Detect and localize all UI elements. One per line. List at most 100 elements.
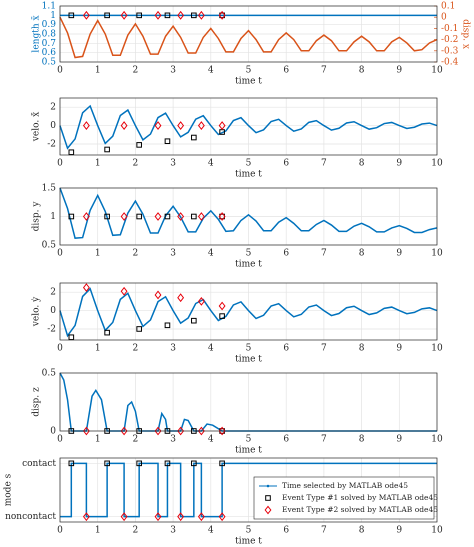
x-tick-label: 4 [208, 159, 214, 169]
x-tick-label: 7 [321, 526, 327, 536]
y-tick-label: 0.7 [42, 39, 57, 49]
data-line [59, 104, 438, 150]
x-tick-label: 4 [208, 66, 214, 76]
event-marker-diamond [154, 10, 162, 20]
y-tick-label: 0.5 [42, 58, 57, 68]
x-tick-label: 8 [359, 66, 365, 76]
x-tick-label: 2 [133, 66, 139, 76]
event-marker-square [164, 460, 171, 467]
x-tick-label: 1 [95, 526, 101, 536]
x-tick-label: 6 [283, 526, 289, 536]
event-marker-diamond [154, 512, 162, 522]
event-marker-square [265, 495, 271, 501]
x-tick-label: 8 [359, 435, 365, 445]
x-tick-label: 1 [95, 344, 101, 354]
x-tick-label: 9 [396, 66, 402, 76]
event-marker-square [136, 460, 142, 467]
event-marker-square [219, 460, 225, 467]
x-tick-label: 5 [246, 159, 252, 169]
x-tick-label: 3 [170, 249, 176, 259]
event-marker-square [68, 460, 75, 467]
event-marker-diamond [154, 426, 162, 436]
event-marker-square [68, 149, 75, 156]
x-tick-label: 7 [321, 66, 327, 76]
event-marker-square [104, 460, 110, 467]
event-marker-square [164, 12, 171, 19]
event-marker-diamond [82, 283, 90, 293]
data-line [59, 287, 438, 338]
x-tick-label: 10 [431, 66, 443, 76]
y2-tick-label: 0 [441, 13, 447, 23]
event-marker-diamond [197, 212, 205, 221]
x-tick-label: 5 [246, 249, 252, 259]
event-marker-diamond [218, 426, 226, 436]
event-marker-square [104, 146, 110, 153]
x-tick-label: 8 [359, 159, 365, 169]
x-tick-label: 5 [246, 66, 252, 76]
x-tick-label: 6 [283, 344, 289, 354]
event-marker-diamond [197, 10, 205, 20]
event-marker-square [164, 322, 171, 329]
y-axis-label: velo. ẋ̄ [32, 112, 42, 142]
x-tick-label: 2 [133, 526, 139, 536]
y2-tick-label: -0.3 [441, 46, 459, 56]
x-tick-label: 9 [396, 344, 402, 354]
axes-frame [59, 5, 438, 63]
x-tick-label: 10 [431, 344, 443, 354]
x-tick-label: 9 [396, 159, 402, 169]
y2-tick-label: -0.4 [441, 58, 459, 68]
x-tick-label: 9 [396, 435, 402, 445]
x-tick-label: 0 [57, 526, 63, 536]
event-marker-square [104, 12, 110, 19]
event-marker-diamond [177, 121, 185, 130]
y-tick-label: 0.9 [42, 20, 57, 30]
x-tick-label: 3 [170, 66, 176, 76]
event-marker-diamond [264, 505, 272, 515]
event-marker-square [191, 460, 197, 467]
y-tick-label: 0 [50, 427, 56, 437]
y2-tick-label: 0.1 [441, 2, 455, 12]
x-axis-label: time t [235, 260, 262, 270]
x-axis-label: time t [235, 446, 262, 456]
event-marker-diamond [177, 293, 185, 303]
event-marker-diamond [154, 212, 162, 221]
y-axis-label: velo. ẏ [32, 296, 42, 327]
event-marker-diamond [154, 290, 162, 300]
y2-axis-label: disp. x [461, 19, 471, 49]
x-tick-label: 3 [170, 435, 176, 445]
y-axis-label: disp. z [32, 387, 42, 417]
y-axis-label: disp. y [32, 201, 42, 232]
legend-box [253, 476, 435, 520]
event-marker-diamond [218, 121, 226, 130]
event-marker-diamond [82, 426, 90, 436]
x-tick-label: 4 [208, 249, 214, 259]
y-tick-label: -2 [47, 139, 56, 149]
event-marker-diamond [82, 121, 90, 130]
event-marker-diamond [177, 212, 185, 221]
event-marker-diamond [120, 512, 128, 522]
x-tick-label: 10 [431, 249, 443, 259]
event-marker-diamond [120, 10, 128, 20]
y-tick-label: noncontact [5, 512, 56, 522]
y-tick-label: -2 [47, 324, 56, 334]
event-marker-square [191, 12, 197, 19]
axes-frame [59, 457, 438, 523]
event-marker-diamond [177, 426, 185, 436]
x-tick-label: 7 [321, 249, 327, 259]
x-tick-label: 8 [359, 526, 365, 536]
event-marker-diamond [197, 512, 205, 522]
x-tick-label: 0 [57, 344, 63, 354]
data-line [59, 187, 438, 239]
x-tick-label: 9 [396, 526, 402, 536]
x-tick-label: 0 [57, 435, 63, 445]
x-tick-label: 8 [359, 344, 365, 354]
event-marker-diamond [120, 426, 128, 436]
x-tick-label: 1 [95, 159, 101, 169]
y-tick-label: 0 [50, 121, 56, 131]
x-tick-label: 0 [57, 66, 63, 76]
y-tick-label: 2 [50, 103, 56, 113]
event-marker-square [136, 326, 142, 332]
event-marker-diamond [218, 512, 226, 522]
event-marker-diamond [120, 286, 128, 296]
x-tick-label: 4 [208, 344, 214, 354]
